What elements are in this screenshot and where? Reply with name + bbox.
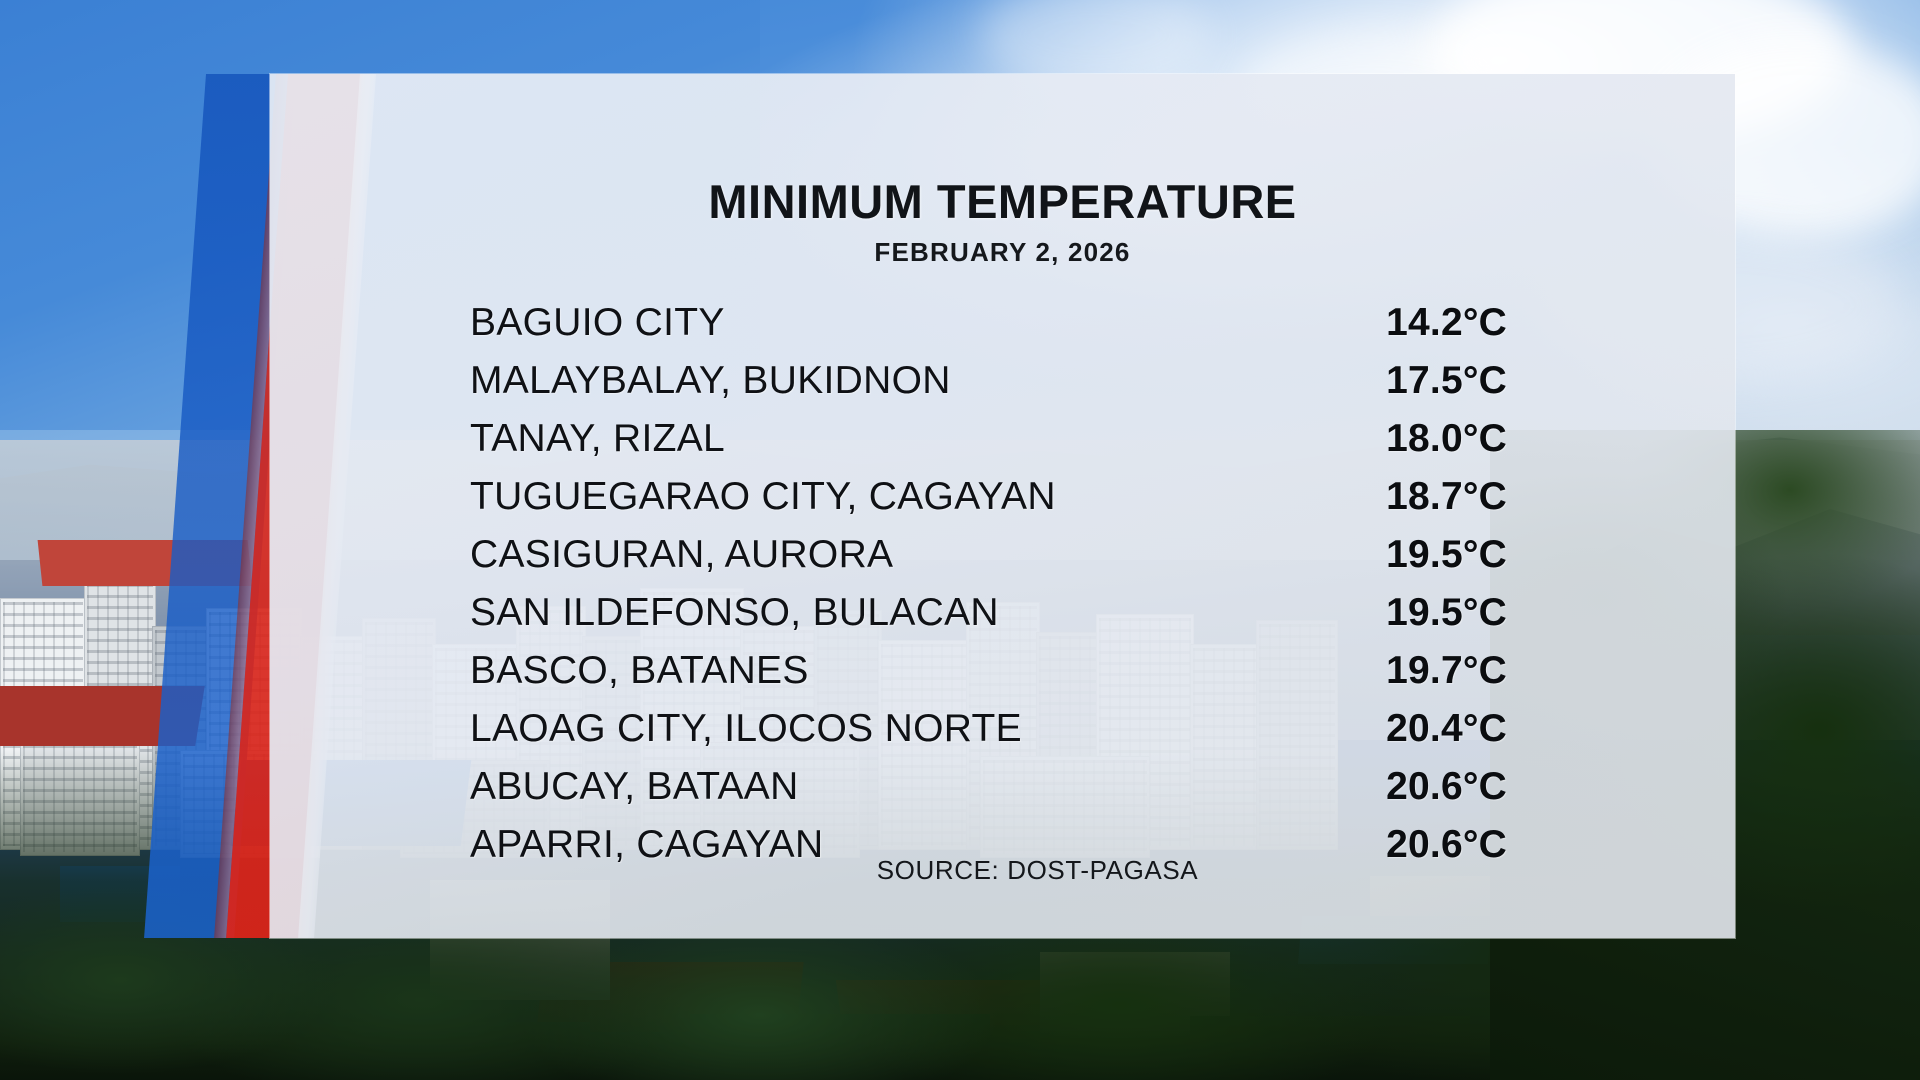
station-name: BASCO, BATANES: [470, 649, 809, 692]
station-temperature: 18.7°C: [1386, 475, 1507, 518]
station-temperature: 20.6°C: [1386, 823, 1507, 866]
station-name: BAGUIO CITY: [470, 301, 725, 344]
station-temperature: 19.5°C: [1386, 591, 1507, 634]
station-name: APARRI, CAGAYAN: [470, 823, 824, 866]
table-row: MALAYBALAY, BUKIDNON 17.5°C: [270, 352, 1735, 410]
table-row: LAOAG CITY, ILOCOS NORTE 20.4°C: [270, 700, 1735, 758]
station-name: SAN ILDEFONSO, BULACAN: [470, 591, 999, 634]
table-row: TUGUEGARAO CITY, CAGAYAN 18.7°C: [270, 468, 1735, 526]
table-row: TANAY, RIZAL 18.0°C: [270, 410, 1735, 468]
station-name: MALAYBALAY, BUKIDNON: [470, 359, 951, 402]
date-subtitle: FEBRUARY 2, 2026: [874, 237, 1131, 267]
weather-info-panel: MINIMUM TEMPERATURE FEBRUARY 2, 2026 BAG…: [270, 74, 1735, 938]
station-name: CASIGURAN, AURORA: [470, 533, 894, 576]
station-name: LAOAG CITY, ILOCOS NORTE: [470, 707, 1022, 750]
station-temperature: 20.6°C: [1386, 765, 1507, 808]
temperature-table: BAGUIO CITY 14.2°C MALAYBALAY, BUKIDNON …: [270, 294, 1735, 874]
station-temperature: 20.4°C: [1386, 707, 1507, 750]
table-row: SAN ILDEFONSO, BULACAN 19.5°C: [270, 584, 1735, 642]
station-temperature: 17.5°C: [1386, 359, 1507, 402]
table-row: CASIGURAN, AURORA 19.5°C: [270, 526, 1735, 584]
station-temperature: 19.5°C: [1386, 533, 1507, 576]
station-temperature: 18.0°C: [1386, 417, 1507, 460]
station-temperature: 14.2°C: [1386, 301, 1507, 344]
table-row: BASCO, BATANES 19.7°C: [270, 642, 1735, 700]
source-attribution: SOURCE: DOST-PAGASA: [876, 855, 1199, 885]
page-title: MINIMUM TEMPERATURE: [708, 175, 1297, 228]
table-row: BAGUIO CITY 14.2°C: [270, 294, 1735, 352]
station-name: TANAY, RIZAL: [470, 417, 726, 460]
station-temperature: 19.7°C: [1386, 649, 1507, 692]
station-name: TUGUEGARAO CITY, CAGAYAN: [470, 475, 1056, 518]
table-row: APARRI, CAGAYAN 20.6°C: [270, 816, 1735, 874]
table-row: ABUCAY, BATAAN 20.6°C: [270, 758, 1735, 816]
station-name: ABUCAY, BATAAN: [470, 765, 799, 808]
